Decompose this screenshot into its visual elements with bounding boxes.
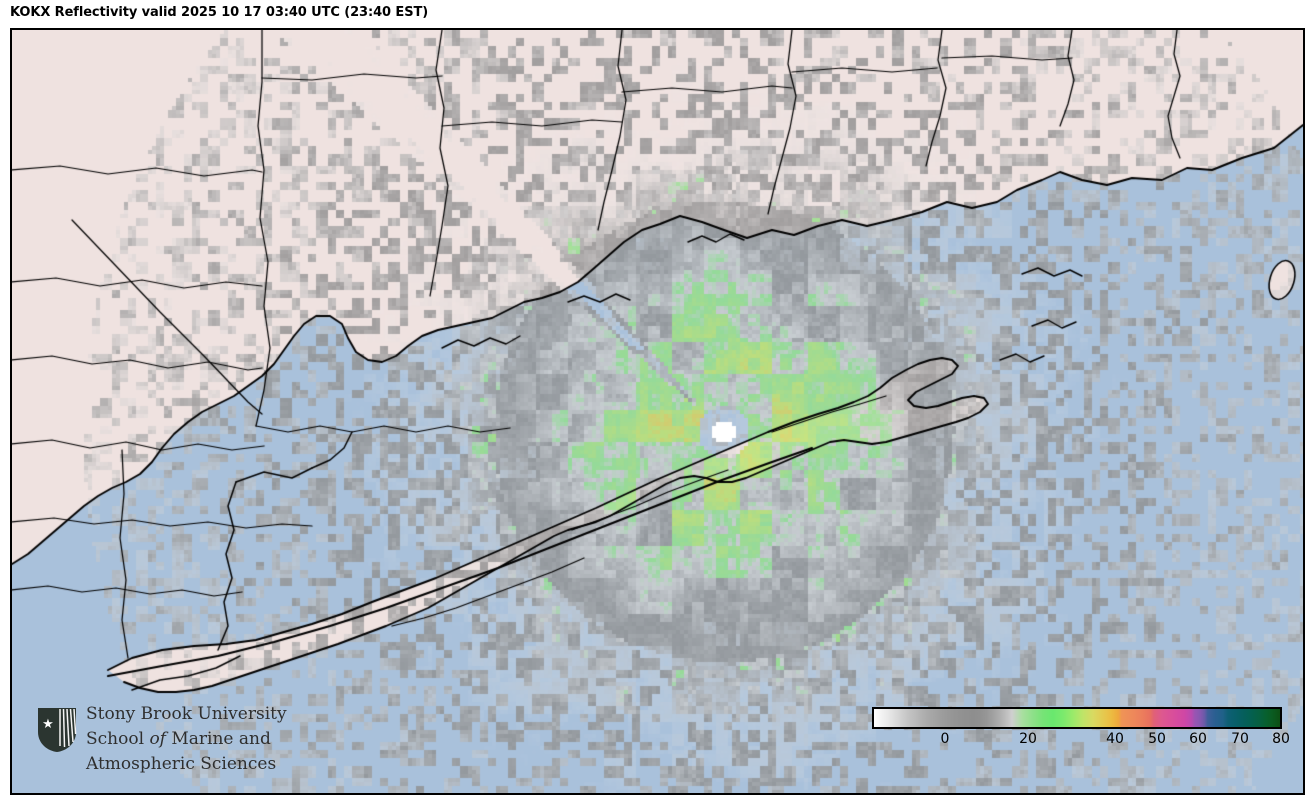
logo-line-1: Stony Brook University	[86, 704, 287, 724]
logo-line-2-a: School	[86, 729, 150, 749]
colorbar-tick-40: 40	[1106, 731, 1124, 747]
reflectivity-colorbar-legend: 0 20 40 50 60 70 80	[862, 707, 1290, 759]
sbu-wordmark: Stony Brook University School of Marine …	[86, 702, 306, 777]
colorbar-tick-20: 20	[1019, 731, 1037, 747]
shield-icon: ★	[38, 708, 77, 752]
colorbar-tick-50: 50	[1148, 731, 1166, 747]
sbu-logo: ★ Stony Brook University School of Marin…	[36, 702, 306, 782]
page-title: KOKX Reflectivity valid 2025 10 17 03:40…	[10, 5, 429, 20]
logo-line-2: School of Marine and	[86, 727, 306, 752]
svg-text:★: ★	[42, 717, 54, 732]
radar-reflectivity-canvas[interactable]	[12, 30, 1303, 793]
colorbar-tick-60: 60	[1189, 731, 1207, 747]
colorbar-tick-80: 80	[1272, 731, 1290, 747]
radar-map-panel[interactable]	[10, 28, 1305, 795]
colorbar-gradient	[872, 707, 1282, 729]
title-bar: KOKX Reflectivity valid 2025 10 17 03:40…	[0, 0, 1316, 28]
logo-line-2-c: Marine and	[165, 729, 271, 749]
colorbar-tick-0: 0	[940, 731, 950, 747]
colorbar-tick-70: 70	[1231, 731, 1249, 747]
logo-line-3: Atmospheric Sciences	[86, 754, 277, 774]
logo-line-2-of: of	[149, 729, 166, 749]
